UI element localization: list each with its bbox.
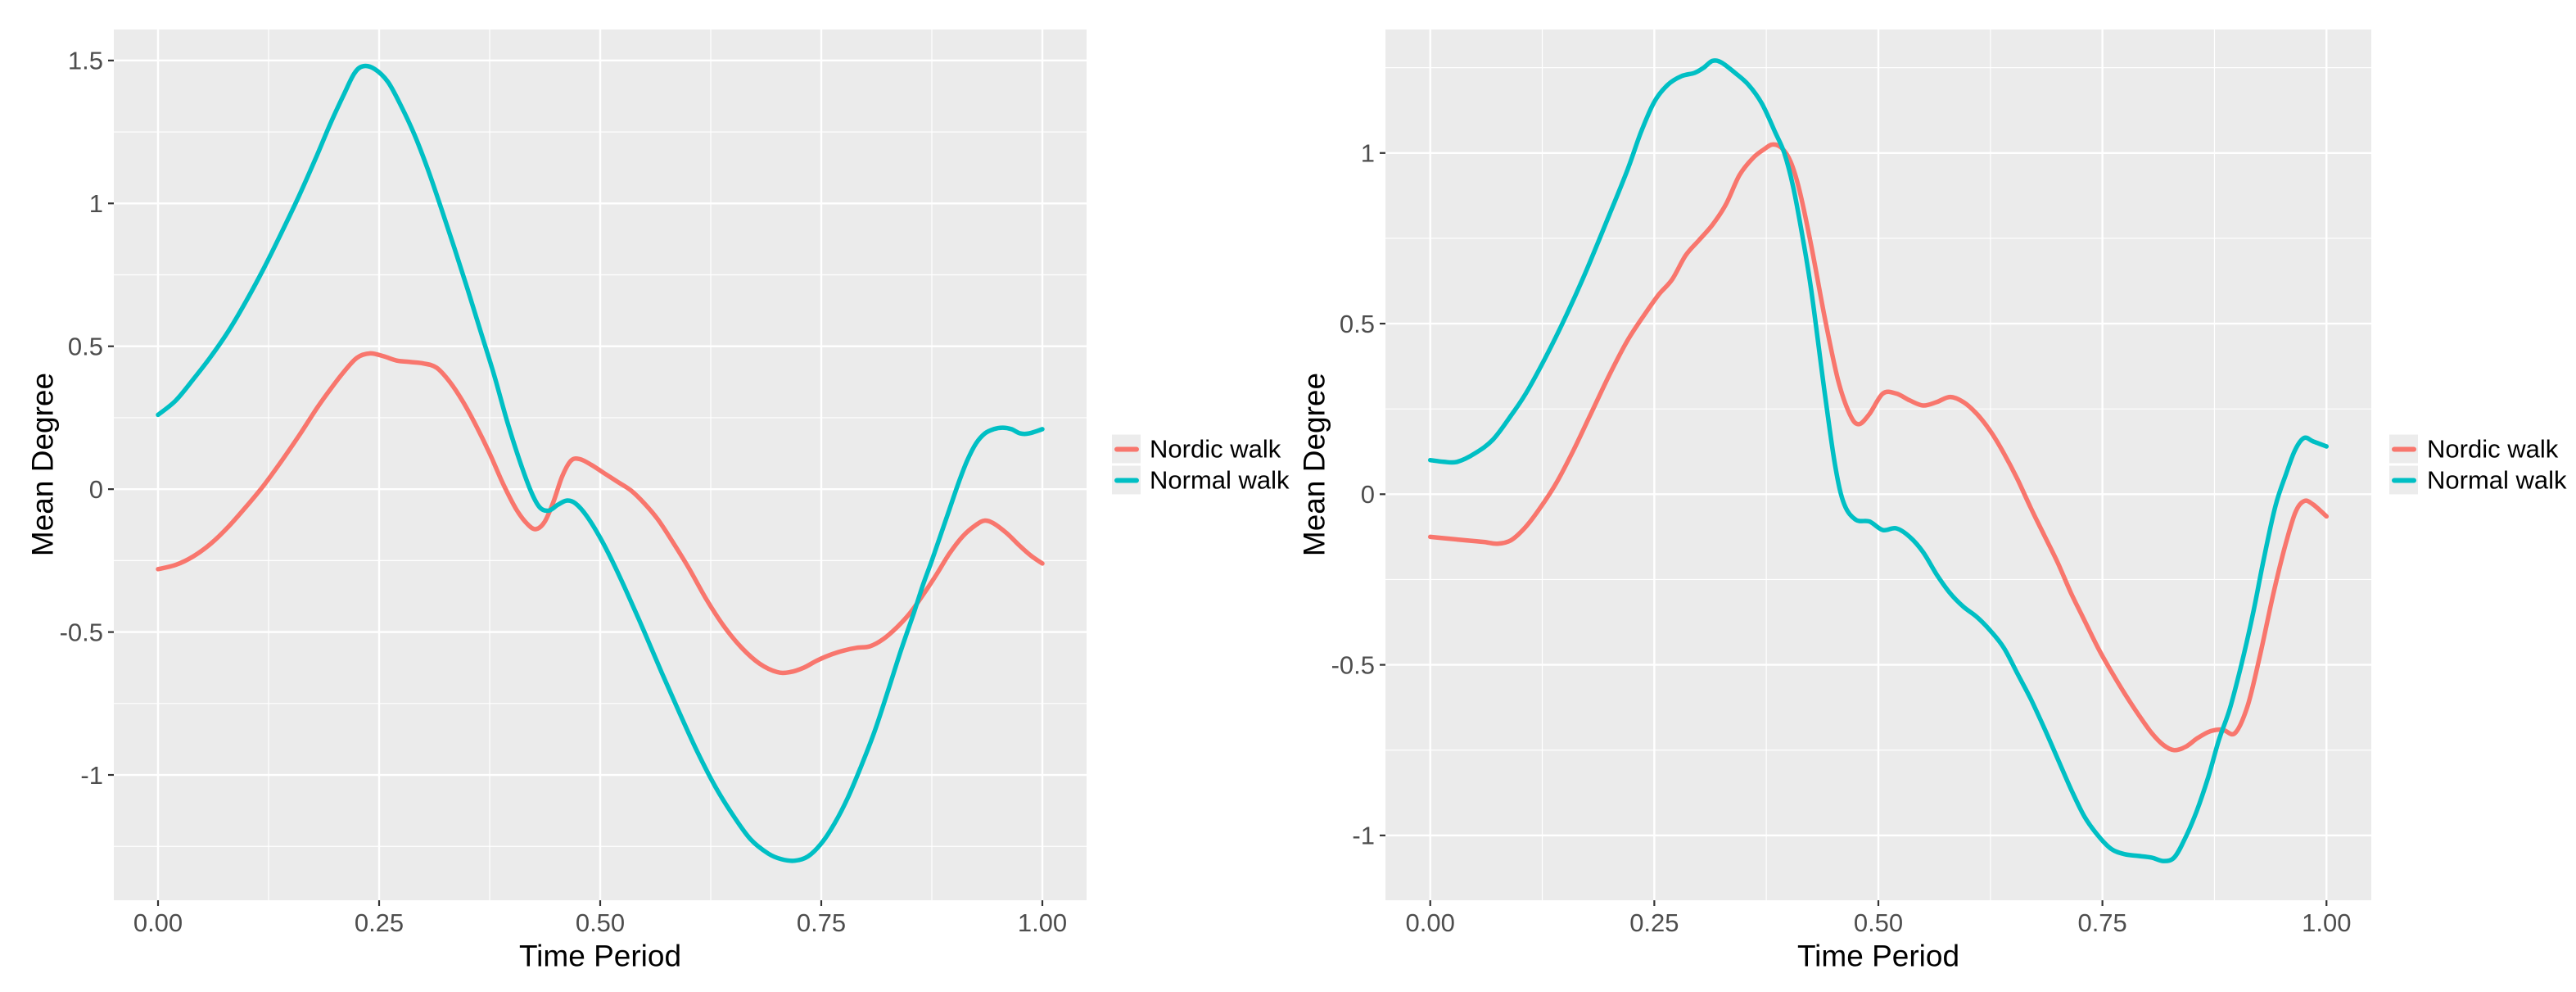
legend-left: Nordic walk Normal walk	[1112, 434, 1290, 495]
nordic-walk-line-swatch	[2391, 446, 2416, 451]
x-tick-label: 0.50	[576, 908, 625, 937]
legend-item-nordic-walk: Nordic walk	[2389, 434, 2567, 464]
legend-key	[1112, 465, 1141, 495]
legend-item-nordic-walk: Nordic walk	[1112, 434, 1290, 464]
series-line-nordic-walk	[1427, 142, 2330, 753]
legend-label: Nordic walk	[1150, 434, 1281, 464]
y-tick-label: 0.5	[68, 333, 103, 361]
legend-item-normal-walk: Normal walk	[2389, 465, 2567, 495]
y-tick-label: 0	[89, 475, 103, 504]
x-tick-label: 1.00	[1018, 908, 1067, 937]
y-axis-title-left: Mean Degree	[25, 372, 60, 557]
x-tick-label: 0.00	[133, 908, 183, 937]
y-tick-label: -0.5	[1331, 650, 1375, 679]
y-tick-label: 0.5	[1340, 310, 1375, 338]
legend-label: Normal walk	[1150, 465, 1290, 495]
legend-key	[2389, 434, 2418, 464]
normal-walk-line-swatch	[2391, 478, 2416, 482]
x-tick-label: 0.50	[1854, 908, 1903, 937]
legend-item-normal-walk: Normal walk	[1112, 465, 1290, 495]
y-tick-label: 0	[1361, 480, 1375, 509]
x-tick-label: 1.00	[2302, 908, 2351, 937]
y-tick-label: -1	[1352, 822, 1375, 850]
legend-right: Nordic walk Normal walk	[2389, 434, 2567, 495]
x-axis-title-left: Time Period	[518, 939, 682, 973]
legend-key	[2389, 465, 2418, 495]
legend-key	[1112, 434, 1141, 464]
y-tick-label: 1.5	[68, 47, 103, 75]
series-line-nordic-walk	[156, 351, 1045, 676]
nordic-walk-line-swatch	[1114, 446, 1139, 451]
y-tick-label: -1	[80, 761, 103, 790]
normal-walk-line-swatch	[1114, 478, 1139, 482]
series-line-normal-walk	[156, 63, 1045, 863]
x-tick-label: 0.25	[355, 908, 404, 937]
x-axis-title-right: Time Period	[1796, 939, 1960, 973]
legend-label: Nordic walk	[2427, 434, 2559, 464]
y-tick-label: 1	[1361, 139, 1375, 168]
y-axis-title-right: Mean Degree	[1297, 372, 1331, 557]
y-tick-label: 1	[89, 189, 103, 218]
legend-label: Normal walk	[2427, 465, 2567, 495]
x-tick-label: 0.75	[2077, 908, 2126, 937]
x-tick-label: 0.25	[1629, 908, 1679, 937]
series-line-normal-walk	[1427, 58, 2330, 863]
y-tick-label: -0.5	[60, 618, 103, 646]
x-tick-label: 0.75	[797, 908, 846, 937]
x-tick-label: 0.00	[1406, 908, 1455, 937]
